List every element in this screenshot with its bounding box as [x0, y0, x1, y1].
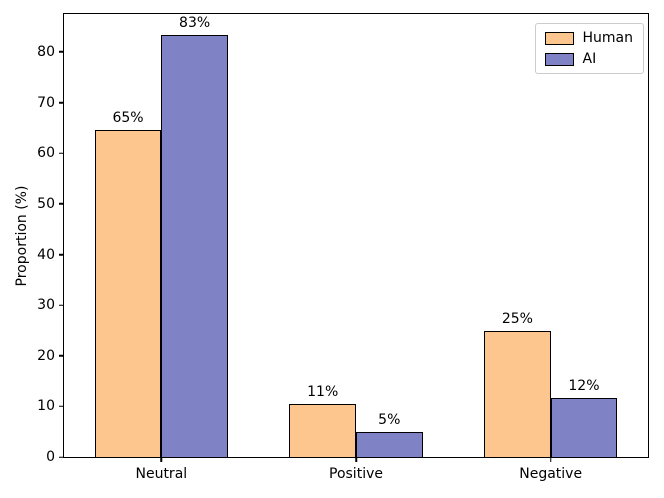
bar-value-label: 11%: [307, 383, 339, 400]
y-tick-label: 60: [37, 145, 55, 162]
y-tick-mark: [59, 152, 64, 154]
y-tick-mark: [59, 456, 64, 458]
legend-label: Human: [582, 30, 634, 46]
y-axis-title: Proportion (%): [14, 185, 30, 287]
y-tick-label: 0: [46, 449, 55, 465]
y-tick-mark: [59, 101, 64, 104]
x-tick-mark: [549, 457, 552, 462]
bar-value-label: 12%: [568, 377, 600, 394]
y-tick-mark: [59, 51, 64, 53]
legend-label: AI: [582, 51, 597, 67]
bar-value-label: 83%: [179, 15, 211, 32]
bar-ai-neutral: [161, 35, 228, 457]
bar-value-label: 25%: [501, 310, 533, 327]
bar-human-neutral: [94, 130, 162, 457]
y-tick-label: 80: [37, 43, 55, 60]
bar-value-label: 65%: [112, 110, 144, 127]
legend-item-ai: AI: [544, 51, 634, 67]
x-tick-label-neutral: Neutral: [135, 466, 188, 482]
legend-swatch-human: [544, 31, 574, 45]
x-tick-mark: [160, 457, 163, 462]
y-tick-label: 20: [37, 347, 55, 364]
x-tick-label-positive: Positive: [329, 466, 383, 482]
bar-value-label: 5%: [378, 411, 401, 428]
y-tick-mark: [59, 355, 64, 357]
y-tick-label: 50: [37, 195, 55, 212]
x-tick-mark: [355, 457, 357, 462]
x-tick-label-negative: Negative: [519, 466, 583, 482]
y-tick-mark: [59, 253, 64, 256]
y-tick-label: 70: [37, 94, 55, 111]
y-tick-label: 30: [37, 297, 55, 314]
bar-ai-positive: [356, 431, 423, 457]
y-tick-mark: [59, 405, 64, 408]
y-tick-mark: [59, 304, 64, 306]
legend-item-human: Human: [544, 30, 634, 46]
y-tick-label: 10: [37, 398, 55, 415]
legend: Human AI: [534, 23, 644, 74]
y-tick-mark: [59, 203, 64, 205]
bar-ai-negative: [550, 397, 618, 457]
bar-human-positive: [289, 403, 356, 457]
legend-swatch-ai: [544, 52, 574, 66]
y-tick-label: 40: [37, 246, 55, 263]
plot-area: 0 10 20 30 40 50 60 70 80 Neutral Positive Negativ…: [37, 13, 649, 482]
bar-human-negative: [484, 330, 551, 457]
